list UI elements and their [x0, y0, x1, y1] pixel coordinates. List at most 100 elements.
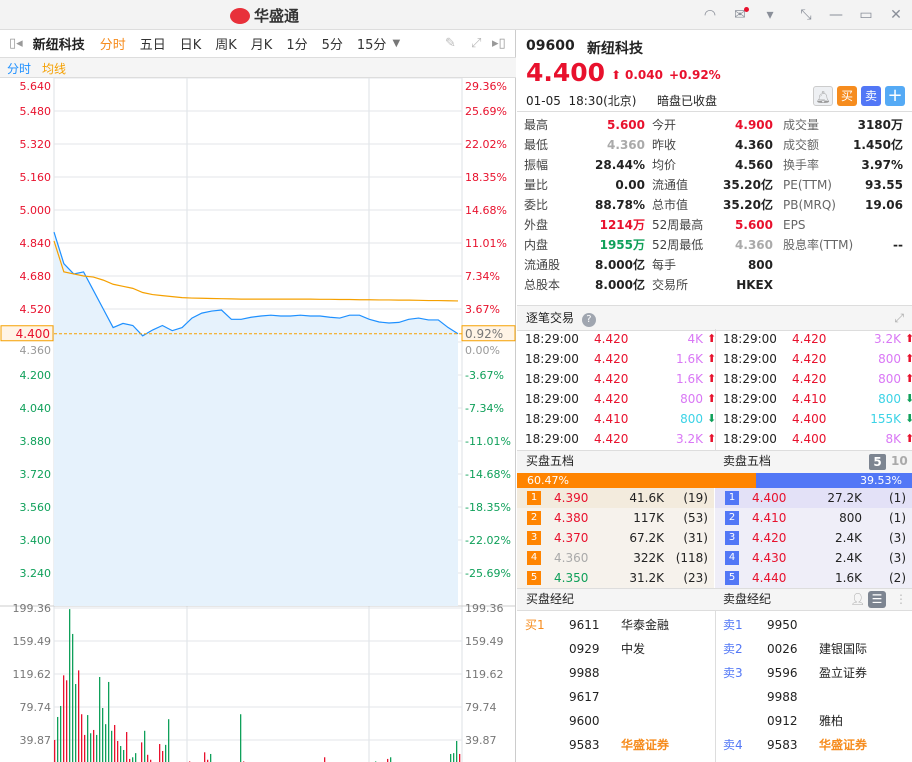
- depth-5-toggle[interactable]: 5: [869, 454, 886, 470]
- person-icon[interactable]: 👤︎: [850, 592, 866, 606]
- volume-bar: [150, 759, 152, 762]
- headset-icon[interactable]: ◠: [703, 7, 717, 23]
- pct-tick-label: 0.00%: [465, 344, 500, 357]
- level-orders: (3): [889, 531, 906, 545]
- volume-bar: [126, 732, 128, 762]
- price-tick-label: 4.360: [20, 344, 52, 357]
- fullscreen-icon[interactable]: ⤢: [471, 36, 482, 51]
- up-arrow-icon: ⬆: [611, 68, 622, 82]
- shrink-icon[interactable]: ⤡: [800, 7, 812, 23]
- broker-id[interactable]: 0912: [767, 714, 798, 728]
- broker-id[interactable]: 9950: [767, 618, 798, 632]
- broker-name[interactable]: 盈立证券: [819, 666, 868, 680]
- bid-level[interactable]: 5 4.350 31.2K (23): [517, 568, 714, 588]
- stat-label: 52周最低: [652, 238, 704, 252]
- tick-volume: 3.2K: [874, 332, 901, 346]
- broker-id[interactable]: 9596: [767, 666, 798, 680]
- collapse-right-icon[interactable]: ▸▯: [492, 36, 506, 51]
- minimize-icon[interactable]: —: [829, 7, 843, 23]
- stat-label: 内盘: [524, 238, 549, 252]
- broker-id[interactable]: 9600: [569, 714, 600, 728]
- volume-bar: [111, 730, 113, 762]
- volume-tick-label: 79.74: [20, 701, 52, 714]
- ask-level[interactable]: 5 4.440 1.6K (2): [715, 568, 912, 588]
- broker-name[interactable]: 建银国际: [819, 642, 868, 656]
- broker-id[interactable]: 9617: [569, 690, 600, 704]
- buy-button[interactable]: 买: [837, 86, 857, 106]
- level-price: 4.420: [752, 531, 787, 545]
- help-icon[interactable]: ?: [581, 313, 596, 327]
- close-icon[interactable]: ✕: [890, 7, 902, 23]
- tab-6[interactable]: 5分: [321, 38, 343, 53]
- sell-button[interactable]: 卖: [861, 86, 881, 106]
- grid-view-icon[interactable]: ⋮⋮: [895, 592, 912, 606]
- expand-icon[interactable]: ⤢: [894, 311, 904, 325]
- collapse-left-icon[interactable]: ▯◂: [9, 36, 23, 51]
- broker-id[interactable]: 9583: [767, 738, 798, 752]
- depth-10-toggle[interactable]: 10: [891, 454, 908, 468]
- broker-name[interactable]: 雅柏: [819, 714, 844, 728]
- tab-average-line[interactable]: 均线: [42, 62, 67, 76]
- tab-intraday-line[interactable]: 分时: [7, 62, 32, 76]
- intraday-chart[interactable]: 5.640 29.36% 5.480 25.69% 5.320 22.02% 5.160 18…: [0, 78, 516, 762]
- ask-level[interactable]: 4 4.430 2.4K (3): [715, 548, 912, 568]
- broker-name[interactable]: 华盛证券: [819, 738, 868, 752]
- tick-price: 4.420: [792, 372, 827, 386]
- tab-7[interactable]: 15分: [356, 38, 387, 53]
- stat-value: --: [893, 238, 903, 252]
- ask-level[interactable]: 2 4.410 800 (1): [715, 508, 912, 528]
- current-price-label: 4.400: [16, 327, 50, 341]
- maximize-icon[interactable]: ▭: [859, 7, 873, 23]
- pencil-icon[interactable]: ✎: [445, 36, 456, 51]
- tab-5[interactable]: 1分: [286, 38, 308, 53]
- tick-volume: 3.2K: [676, 432, 703, 446]
- level-price: 4.350: [554, 571, 589, 585]
- tab-0[interactable]: 分时: [99, 38, 126, 53]
- price-tick-label: 4.200: [20, 369, 52, 382]
- pct-tick-label: 7.34%: [465, 270, 500, 283]
- list-view-icon[interactable]: ☰: [868, 591, 886, 608]
- level-number: 4: [725, 551, 739, 565]
- add-watchlist-button[interactable]: +: [885, 86, 905, 106]
- price-tick-label: 5.000: [20, 204, 52, 217]
- bid-level[interactable]: 4 4.360 322K (118): [517, 548, 714, 568]
- bid-ratio-fill: [517, 473, 756, 488]
- broker-id[interactable]: 0026: [767, 642, 798, 656]
- broker-id[interactable]: 9583: [569, 738, 600, 752]
- bid-level[interactable]: 1 4.390 41.6K (19): [517, 488, 714, 508]
- price-area: [54, 232, 458, 606]
- pct-tick-label: -18.35%: [465, 501, 511, 514]
- shirt-icon[interactable]: ▾: [766, 7, 774, 23]
- bid-level[interactable]: 2 4.380 117K (53): [517, 508, 714, 528]
- tab-4[interactable]: 月K: [250, 38, 273, 53]
- level-orders: (3): [889, 551, 906, 565]
- tick-volume: 1.6K: [676, 372, 703, 386]
- broker-id[interactable]: 9988: [767, 690, 798, 704]
- tab-2[interactable]: 日K: [179, 38, 202, 53]
- volume-tick-label: 199.36: [13, 602, 52, 615]
- stat-value: 88.78%: [595, 198, 645, 212]
- broker-name[interactable]: 中发: [621, 642, 646, 656]
- broker-id[interactable]: 0929: [569, 642, 600, 656]
- broker-name[interactable]: 华盛证券: [621, 738, 670, 752]
- ask-level[interactable]: 3 4.420 2.4K (3): [715, 528, 912, 548]
- volume-bar: [60, 705, 62, 762]
- volume-tick-label: 119.62: [13, 668, 52, 681]
- mail-icon[interactable]: ✉: [731, 6, 749, 24]
- tab-3[interactable]: 周K: [215, 38, 237, 53]
- pct-tick-label: 3.67%: [465, 303, 500, 316]
- price-tick-label: 3.400: [20, 534, 52, 547]
- chevron-down-icon[interactable]: ▼: [392, 38, 401, 49]
- tick-volume: 800: [878, 352, 901, 366]
- broker-name[interactable]: 华泰金融: [621, 618, 670, 632]
- bell-icon[interactable]: 🔔︎: [813, 86, 833, 106]
- tab-1[interactable]: 五日: [139, 38, 166, 53]
- broker-id[interactable]: 9988: [569, 666, 600, 680]
- broker-id[interactable]: 9611: [569, 618, 600, 632]
- volume-tick-label-right: 39.87: [465, 734, 497, 747]
- volume-tick-label-right: 199.36: [465, 602, 504, 615]
- tick-time: 18:29:00: [525, 352, 579, 366]
- bid-level[interactable]: 3 4.370 67.2K (31): [517, 528, 714, 548]
- ask-level[interactable]: 1 4.400 27.2K (1): [715, 488, 912, 508]
- level-volume: 2.4K: [835, 551, 862, 565]
